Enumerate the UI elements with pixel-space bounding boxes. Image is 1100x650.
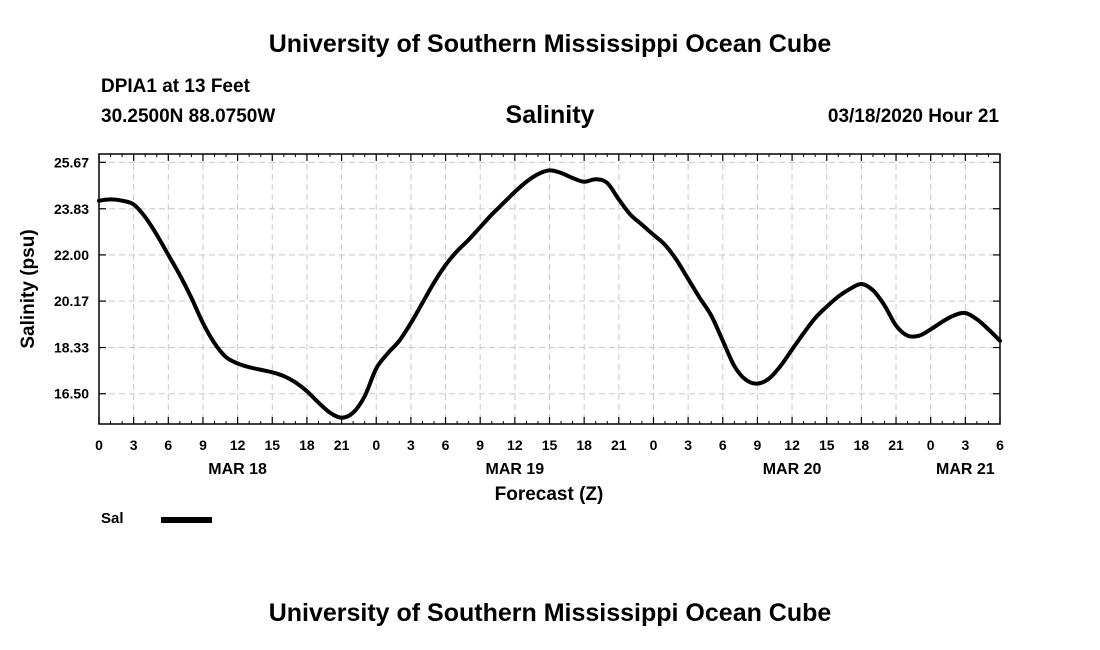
x-tick-label: 18: [854, 437, 870, 453]
x-tick-label: 12: [230, 437, 246, 453]
x-tick-label: 6: [719, 437, 727, 453]
y-tick-label: 20.17: [54, 293, 89, 309]
day-label: MAR 21: [936, 461, 995, 478]
grid-lines: [99, 154, 1000, 424]
x-tick-label: 6: [164, 437, 172, 453]
salinity-series-line: [97, 168, 1002, 420]
day-label: MAR 20: [763, 461, 822, 478]
y-tick-label: 18.33: [54, 340, 89, 356]
station-label: DPIA1 at 13 Feet: [101, 76, 250, 97]
x-tick-label: 0: [650, 437, 658, 453]
day-label: MAR 18: [208, 461, 267, 478]
x-tick-label: 21: [888, 437, 904, 453]
x-tick-label: 12: [784, 437, 800, 453]
x-tick-label: 6: [996, 437, 1004, 453]
coordinates-label: 30.2500N 88.0750W: [101, 106, 276, 127]
x-tick-label: 15: [542, 437, 558, 453]
x-tick-label: 9: [476, 437, 484, 453]
x-tick-label: 0: [372, 437, 380, 453]
y-tick-label: 22.00: [54, 247, 89, 263]
x-tick-label: 3: [684, 437, 692, 453]
x-tick-label: 6: [442, 437, 450, 453]
day-label: MAR 19: [486, 461, 545, 478]
x-tick-label: 15: [819, 437, 835, 453]
x-tick-label: 3: [130, 437, 138, 453]
axis-labels: 0 3 6 9 12 15 18 21 0 3 6 9 12 15 18 21 0 3 6 9 12 15 18 21 0 3 6 1…: [54, 154, 1004, 478]
x-tick-label: 3: [407, 437, 415, 453]
series-layer: [97, 168, 1002, 420]
y-tick-label: 25.67: [54, 154, 89, 170]
x-tick-label: 15: [264, 437, 280, 453]
y-tick-label: 23.83: [54, 201, 89, 217]
y-axis-title: Salinity (psu): [18, 229, 39, 348]
x-tick-label: 0: [927, 437, 935, 453]
y-tick-label: 16.50: [54, 386, 89, 402]
x-tick-label: 21: [334, 437, 350, 453]
x-tick-label: 12: [507, 437, 523, 453]
x-tick-label: 0: [95, 437, 103, 453]
x-tick-label: 9: [754, 437, 762, 453]
page-title: University of Southern Mississippi Ocean…: [268, 30, 832, 58]
legend-swatch: [161, 517, 212, 523]
x-tick-label: 3: [961, 437, 969, 453]
footer-title: University of Southern Mississippi Ocean…: [268, 599, 832, 627]
x-tick-label: 21: [611, 437, 627, 453]
legend-label: Sal: [101, 510, 124, 527]
x-tick-label: 9: [199, 437, 207, 453]
plot-frame: [98, 153, 1001, 425]
chart-title: Salinity: [505, 101, 595, 129]
x-tick-label: 18: [299, 437, 315, 453]
x-axis-title: Forecast (Z): [495, 484, 604, 505]
datetime-label: 03/18/2020 Hour 21: [827, 106, 999, 127]
x-tick-label: 18: [576, 437, 592, 453]
